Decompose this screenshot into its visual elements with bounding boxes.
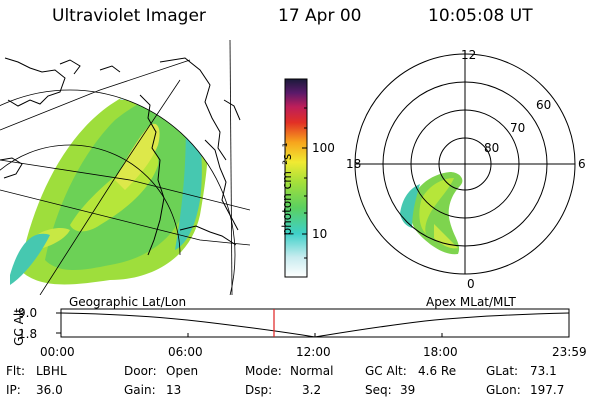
colorbar-label: photon cm⁻²s⁻¹	[280, 142, 294, 236]
ip-label: IP:	[6, 383, 21, 397]
polar-plot	[354, 53, 576, 275]
mlt-label-0: 0	[467, 277, 475, 291]
altitude-timeline	[56, 308, 570, 338]
lat-lon-grid	[0, 40, 250, 295]
colorbar	[284, 78, 308, 278]
timeline-ytick-low: 1.8	[18, 327, 38, 341]
glat-value: 73.1	[530, 364, 557, 378]
gc-alt-label: GC Alt:	[365, 364, 407, 378]
colorbar-ticks	[302, 107, 307, 259]
geographic-image	[0, 40, 250, 295]
timeline-xtick-0600: 06:00	[168, 345, 203, 359]
mlat-label-60: 60	[536, 98, 552, 112]
altitude-curve	[60, 312, 570, 338]
timeline-right-label: Apex MLat/MLT	[426, 295, 516, 309]
instrument-title: Ultraviolet Imager	[52, 6, 206, 26]
mlt-label-18: 18	[346, 157, 362, 171]
timeline-xtick-1800: 18:00	[423, 345, 458, 359]
timeline-left-label: Geographic Lat/Lon	[69, 295, 187, 309]
mlat-label-80: 80	[484, 141, 500, 155]
seq-label: Seq:	[365, 383, 392, 397]
mlt-label-6: 6	[578, 157, 586, 171]
image-date: 17 Apr 00	[278, 6, 362, 26]
dsp-value: 3.2	[302, 383, 322, 397]
auroral-emission-geo	[10, 90, 209, 285]
gc-alt-value: 4.6 Re	[418, 364, 457, 378]
door-value: Open	[166, 364, 199, 378]
glon-value: 197.7	[530, 383, 565, 397]
timeline-frame	[60, 308, 570, 338]
timeline-ytick-high: 9.0	[18, 306, 38, 320]
colorbar-tick-100: 100	[312, 141, 335, 155]
polar-grid	[354, 53, 576, 275]
image-time: 10:05:08 UT	[428, 6, 533, 26]
coastlines	[0, 57, 241, 256]
mode-label: Mode:	[245, 364, 282, 378]
gain-value: 13	[166, 383, 182, 397]
timeline-xtick-0000: 00:00	[40, 345, 75, 359]
glon-label: GLon:	[486, 383, 521, 397]
mlat-label-70: 70	[510, 121, 526, 135]
timeline-xtick-2359: 23:59	[552, 345, 587, 359]
gain-label: Gain:	[124, 383, 156, 397]
timeline-ticks	[56, 312, 443, 337]
glat-label: GLat:	[486, 364, 519, 378]
seq-value: 39	[400, 383, 416, 397]
mlt-label-12: 12	[461, 48, 477, 62]
timeline-xtick-1200: 12:00	[296, 345, 331, 359]
filter-label: Flt:	[6, 364, 25, 378]
mode-value: Normal	[290, 364, 334, 378]
auroral-emission-polar	[400, 172, 463, 255]
door-label: Door:	[124, 364, 157, 378]
ip-value: 36.0	[36, 383, 63, 397]
filter-value: LBHL	[36, 364, 67, 378]
colorbar-tick-10: 10	[312, 227, 328, 241]
dsp-label: Dsp:	[245, 383, 273, 397]
